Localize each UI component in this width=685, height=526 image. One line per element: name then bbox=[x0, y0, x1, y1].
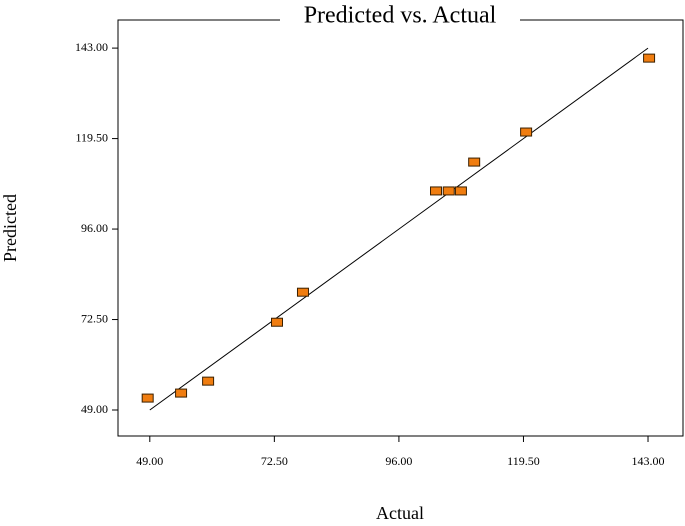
y-tick-label: 119.50 bbox=[75, 130, 108, 144]
point bbox=[643, 53, 656, 63]
point bbox=[296, 287, 309, 297]
point bbox=[430, 186, 443, 196]
y-tick-label: 143.00 bbox=[75, 40, 108, 54]
point bbox=[454, 186, 467, 196]
reference-line bbox=[149, 47, 649, 411]
x-tick-label: 96.00 bbox=[385, 454, 412, 468]
x-tick-label: 49.00 bbox=[136, 454, 163, 468]
y-tick-label: 72.50 bbox=[81, 311, 108, 325]
point bbox=[202, 376, 215, 386]
y-tick-label: 49.00 bbox=[81, 402, 108, 416]
y-tick-label: 96.00 bbox=[81, 221, 108, 235]
point bbox=[520, 127, 533, 137]
point bbox=[271, 317, 284, 327]
title-background bbox=[280, 4, 520, 30]
point bbox=[442, 186, 455, 196]
point bbox=[175, 388, 188, 398]
point bbox=[468, 157, 481, 167]
y-axis-label: Predicted bbox=[0, 194, 20, 262]
chart-title: Predicted vs. Actual bbox=[304, 3, 497, 29]
x-axis-label: Actual bbox=[376, 503, 424, 523]
point bbox=[141, 393, 154, 403]
x-tick-label: 72.50 bbox=[261, 454, 288, 468]
x-tick-label: 119.50 bbox=[507, 454, 540, 468]
x-tick-label: 143.00 bbox=[632, 454, 665, 468]
